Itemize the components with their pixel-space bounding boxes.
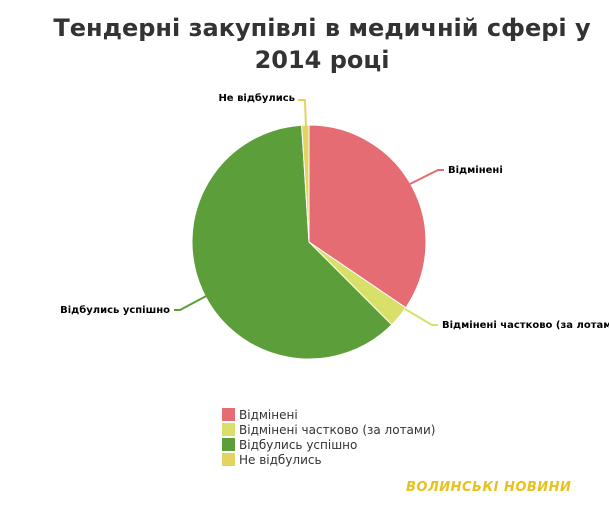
label-connector-2 — [404, 308, 438, 326]
chart-title-line-2: 2014 році — [255, 46, 390, 74]
legend-swatch — [222, 453, 235, 466]
pie-slice-3 — [191, 124, 393, 360]
legend-item-2[interactable]: Відмінені частково (за лотами) — [222, 422, 435, 437]
pie-slices — [191, 124, 427, 360]
legend-label: Відмінені — [239, 407, 298, 422]
chart-legend: Відмінені Відмінені частково (за лотами) В… — [222, 407, 435, 467]
label-connector-1 — [409, 169, 444, 185]
legend-swatch — [222, 408, 235, 421]
legend-item-1[interactable]: Відмінені — [222, 407, 435, 422]
data-label-3: Відбулись успішно — [60, 304, 170, 316]
pie-slice-1 — [308, 124, 427, 309]
data-label-2: Відмінені частково (за лотами) — [442, 320, 609, 331]
pie-label-connectors — [174, 99, 444, 326]
legend-label: Відмінені частково (за лотами) — [239, 422, 436, 437]
watermark-logo: ВОЛИНСЬКІ НОВИНИ — [406, 480, 572, 495]
legend-label: Не відбулись — [239, 452, 322, 467]
chart-title-line-1: Тендерні закупівлі в медичній сфері у — [53, 14, 591, 42]
legend-item-3[interactable]: Відбулись успішно — [222, 437, 435, 452]
pie-data-labels: Відмінені Відмінені частково (за лотами) В… — [60, 92, 609, 331]
label-connector-3 — [174, 293, 211, 311]
legend-label: Відбулись успішно — [239, 437, 358, 452]
legend-swatch — [222, 438, 235, 451]
label-connector-4 — [298, 99, 307, 129]
data-label-1: Відмінені — [448, 165, 503, 176]
legend-item-4[interactable]: Не відбулись — [222, 452, 435, 467]
legend-swatch — [222, 423, 235, 436]
data-label-4: Не відбулись — [218, 92, 295, 104]
